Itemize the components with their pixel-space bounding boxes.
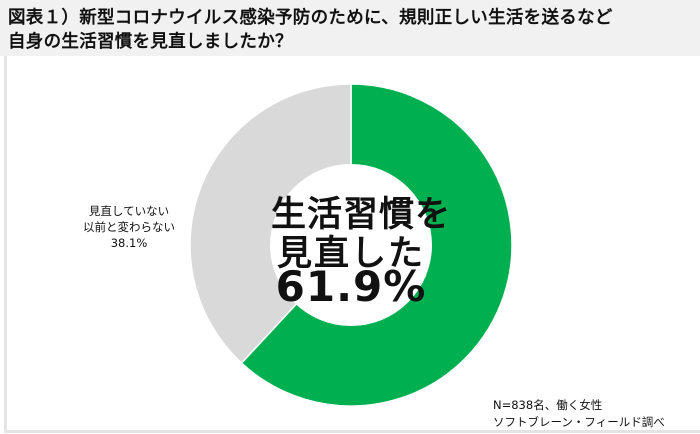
sample-size-note: N=838名、働く女性 — [493, 398, 603, 412]
source-note: N=838名、働く女性 ソフトブレーン・フィールド調べ — [493, 397, 665, 431]
donut-segment-not-reviewed — [189, 83, 352, 365]
source-credit: ソフトブレーン・フィールド調べ — [493, 415, 665, 429]
center-label-line-2: 見直した — [276, 234, 425, 274]
title-bar: 図表１）新型コロナウイルス感染予防のために、規則正しい生活を送るなど 自身の生活… — [0, 0, 700, 56]
side-label: 見直していない 以前と変わらない 38.1% — [64, 203, 194, 251]
side-label-line-2: 以前と変わらない — [83, 220, 175, 234]
chart-title-line-1: 図表１）新型コロナウイルス感染予防のために、規則正しい生活を送るなど — [8, 8, 613, 28]
side-label-line-1: 見直していない — [88, 204, 170, 218]
side-label-value: 38.1% — [110, 236, 148, 250]
chart-title-line-2: 自身の生活習慣を見直しましたか？ — [8, 32, 293, 52]
center-label-value: 61.9% — [275, 262, 427, 311]
donut-hole — [270, 164, 432, 326]
center-label-line-1: 生活習慣を — [271, 195, 452, 235]
